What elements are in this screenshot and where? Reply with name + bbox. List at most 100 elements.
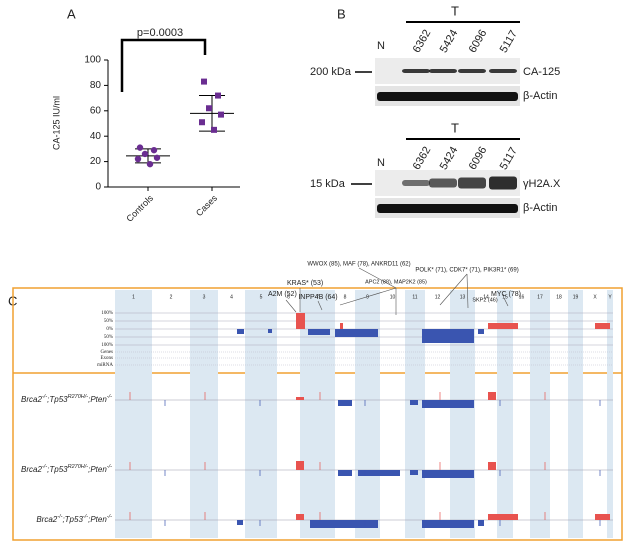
- chromosome-label: X: [593, 294, 597, 300]
- lane-label: 6362: [411, 28, 434, 55]
- lane-label: 5117: [498, 145, 520, 171]
- superscript: R270H/-: [68, 394, 89, 400]
- chromosome-band: [450, 290, 475, 538]
- data-point: [218, 111, 224, 118]
- chromosome-band: [245, 290, 277, 538]
- gain: [296, 313, 305, 329]
- loss: [422, 520, 474, 528]
- significance-bracket: [120, 38, 207, 92]
- gene-connector: [317, 300, 323, 311]
- gain: [296, 397, 304, 400]
- gain: [488, 462, 496, 470]
- chromosome-label: 1: [132, 294, 135, 300]
- superscript: -/-: [107, 394, 112, 400]
- loss: [358, 470, 378, 476]
- chromosome-label: 16: [519, 294, 525, 300]
- data-point: [211, 126, 217, 133]
- control-label: β-Actin: [523, 90, 557, 102]
- chromosome-label: 8: [344, 294, 347, 300]
- lane-label: N: [377, 40, 385, 52]
- gene-label: KRAS* (53): [287, 280, 323, 287]
- data-point: [146, 160, 154, 168]
- gain: [340, 323, 343, 329]
- gain: [595, 514, 610, 520]
- chromosome-label: 6: [287, 294, 290, 300]
- gain: [296, 514, 304, 520]
- gene-name: Brca2: [36, 515, 57, 524]
- loss: [410, 470, 418, 475]
- lane-label: 6096: [467, 145, 490, 172]
- data-point: [201, 78, 207, 85]
- chromosome-label: 4: [230, 294, 233, 300]
- track-label: miRNA: [97, 363, 113, 368]
- sample-label: Brca2-/-;Tp53R270H/-;Pten-/-: [21, 464, 112, 474]
- gene-name: ;Tp53: [47, 465, 68, 474]
- chromosome-band: [190, 290, 218, 538]
- target-label: γH2A.X: [523, 178, 561, 190]
- chromosome-band: [300, 290, 335, 538]
- loss: [422, 400, 474, 408]
- data-point: [153, 154, 161, 161]
- chromosome-band: [405, 290, 425, 538]
- group-label: T: [451, 120, 459, 135]
- lane-label: 6362: [411, 145, 434, 172]
- gene-connector: [466, 273, 469, 309]
- loss: [422, 470, 474, 478]
- chromosome-band: [530, 290, 550, 538]
- gain: [296, 461, 304, 470]
- chromosome-label: 11: [412, 294, 417, 300]
- superscript: -/-: [57, 514, 62, 520]
- track-label: 0%: [106, 327, 113, 332]
- data-point: [199, 119, 205, 126]
- track-label: Exons: [101, 356, 114, 361]
- band: [429, 178, 457, 188]
- loss: [335, 329, 378, 337]
- band: [458, 177, 486, 189]
- chromosome-band: [607, 290, 613, 538]
- chromosome-label: 17: [537, 294, 543, 300]
- y-axis-label: CA-125 IU/ml: [51, 96, 61, 150]
- lane-label: 5424: [438, 28, 461, 55]
- data-point: [141, 150, 149, 158]
- gene-label: WWOX (85), MAF (78), ANKRD11 (62): [307, 262, 410, 268]
- gene-connector: [358, 267, 397, 289]
- loss: [268, 329, 272, 333]
- loss: [310, 520, 378, 528]
- y-tick-label: 100: [84, 55, 101, 66]
- gene-label: A2M (52): [268, 291, 297, 298]
- panel-label: B: [337, 6, 346, 21]
- gene-name: ;Pten: [88, 395, 107, 404]
- chromosome-label: 12: [435, 294, 441, 300]
- track-label: Genes: [101, 350, 114, 355]
- panel-frame: [12, 287, 623, 541]
- gain: [488, 514, 518, 520]
- superscript: -/-: [42, 464, 47, 470]
- gene-name: Brca2: [21, 465, 42, 474]
- superscript: -/-: [107, 464, 112, 470]
- chromosome-label: 13: [460, 294, 466, 300]
- chromosome-label: Y: [608, 294, 612, 300]
- gain: [488, 392, 496, 400]
- chromosome-label: 10: [390, 294, 396, 300]
- sample-label: Brca2-/-;Tp53R270H/-;Pten-/-: [21, 394, 112, 404]
- chromosome-band: [355, 290, 380, 538]
- lane-label: N: [377, 157, 385, 169]
- gene-label: MYC (78): [491, 291, 521, 298]
- loss: [237, 520, 243, 525]
- lane-label: 6096: [467, 28, 490, 55]
- band: [377, 92, 518, 101]
- loss: [338, 470, 352, 476]
- band: [429, 69, 457, 73]
- loss: [237, 329, 244, 334]
- loss: [455, 329, 470, 337]
- track-label: 50%: [104, 335, 113, 340]
- y-tick-label: 80: [90, 80, 102, 91]
- gene-label: APC2 (88), MAP2K2 (85): [365, 279, 427, 285]
- gene-connector: [339, 287, 397, 306]
- superscript: -/-: [83, 514, 88, 520]
- chromosome-label: 19: [573, 294, 579, 300]
- loss: [410, 400, 418, 405]
- gene-name: Brca2: [21, 395, 42, 404]
- chromosome-label: 3: [203, 294, 206, 300]
- lane-label: 5117: [498, 28, 520, 54]
